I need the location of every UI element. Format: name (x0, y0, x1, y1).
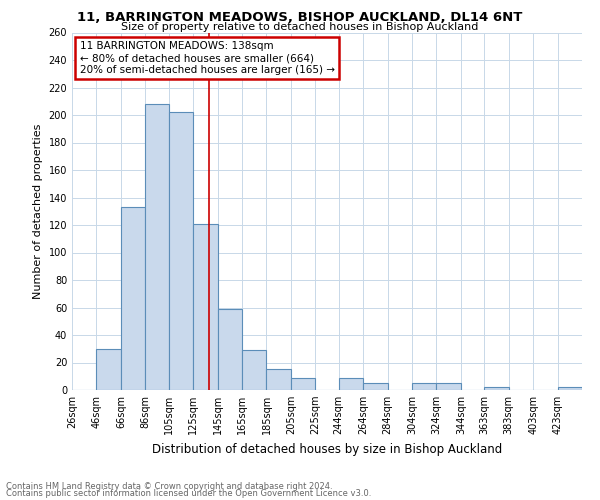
Text: Contains HM Land Registry data © Crown copyright and database right 2024.: Contains HM Land Registry data © Crown c… (6, 482, 332, 491)
Bar (363, 383, 388, 390)
Text: Contains public sector information licensed under the Open Government Licence v3: Contains public sector information licen… (6, 489, 371, 498)
Bar (412, 383, 436, 390)
Bar (291, 378, 316, 390)
Bar (145, 104, 169, 390)
Bar (242, 350, 266, 390)
Bar (218, 309, 242, 390)
Text: Size of property relative to detached houses in Bishop Auckland: Size of property relative to detached ho… (121, 22, 479, 32)
Bar (193, 224, 218, 390)
Bar (436, 383, 461, 390)
Bar (266, 370, 291, 390)
Bar (557, 387, 582, 390)
Bar (169, 112, 193, 390)
Y-axis label: Number of detached properties: Number of detached properties (33, 124, 43, 299)
Text: 11 BARRINGTON MEADOWS: 138sqm
← 80% of detached houses are smaller (664)
20% of : 11 BARRINGTON MEADOWS: 138sqm ← 80% of d… (80, 42, 335, 74)
Bar (338, 378, 363, 390)
X-axis label: Distribution of detached houses by size in Bishop Auckland: Distribution of detached houses by size … (152, 442, 502, 456)
Bar (484, 387, 509, 390)
Text: 11, BARRINGTON MEADOWS, BISHOP AUCKLAND, DL14 6NT: 11, BARRINGTON MEADOWS, BISHOP AUCKLAND,… (77, 11, 523, 24)
Bar (121, 207, 145, 390)
Bar (97, 349, 121, 390)
